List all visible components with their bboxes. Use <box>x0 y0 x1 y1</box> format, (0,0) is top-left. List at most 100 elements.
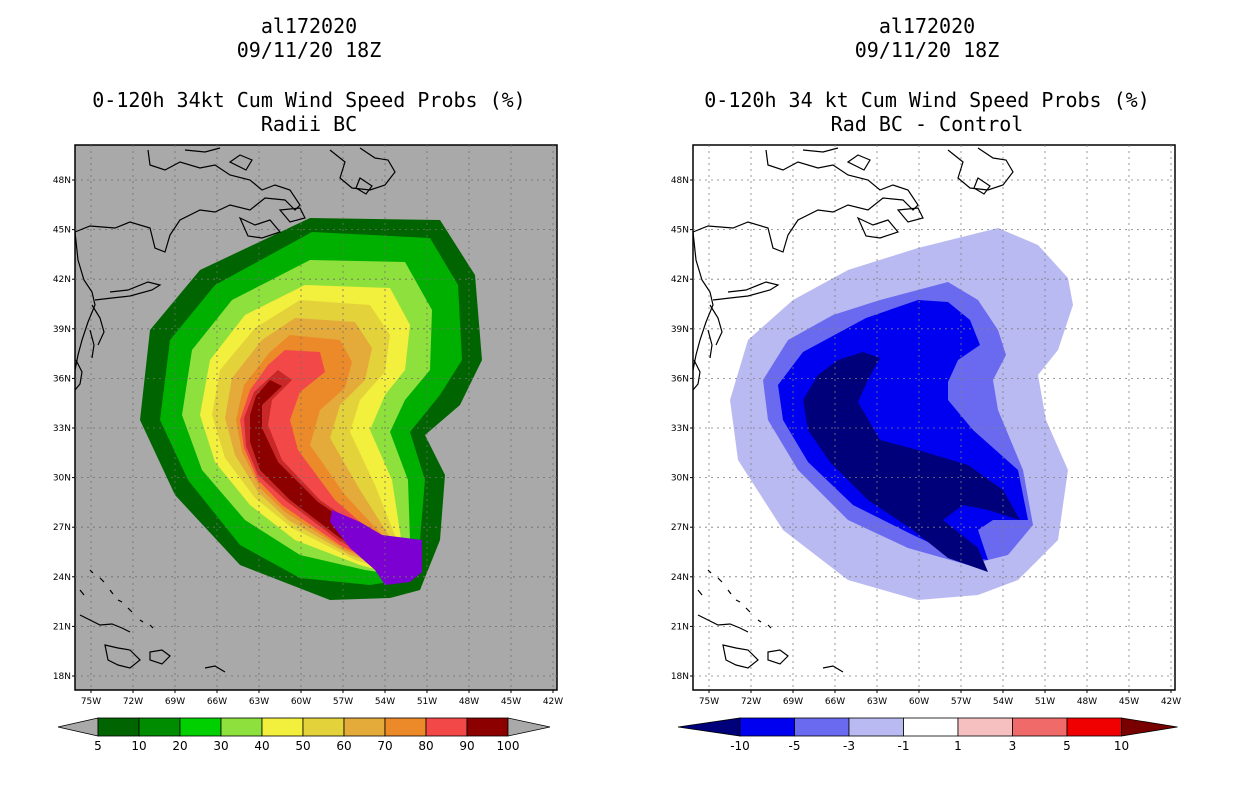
left-map-canvas: 48N 45N 42N 39N 36N 33N 30N 27N 24N 21N 18N 75W 72W 6… <box>53 144 563 753</box>
lat-tick-label: 21N <box>53 622 71 632</box>
colorbar-swatch <box>1012 717 1068 737</box>
colorbar-swatch <box>220 717 263 737</box>
colorbar-swatch <box>97 717 140 737</box>
colorbar-label: 60 <box>336 739 351 753</box>
lon-tick-label: 48W <box>1077 697 1097 707</box>
colorbar-under-triangle <box>57 717 99 737</box>
lat-tick-label: 45N <box>53 226 71 236</box>
colorbar-label: 5 <box>94 739 102 753</box>
colorbar-swatch <box>903 717 959 737</box>
lat-tick-label: 24N <box>53 573 71 583</box>
lon-tick-label: 69W <box>783 697 803 707</box>
colorbar-label: -1 <box>898 739 910 753</box>
colorbar-under-triangle <box>677 717 741 737</box>
lon-tick-label: 45W <box>1119 697 1139 707</box>
colorbar-swatch <box>466 717 509 737</box>
colorbar-label: 100 <box>497 739 520 753</box>
colorbar-label: 10 <box>131 739 146 753</box>
colorbar-label: 20 <box>172 739 187 753</box>
right-panel: 48N 45N 42N 39N 36N 33N 30N 27N 24N 21N 18N 75W 72W 6… <box>618 0 1236 800</box>
lat-tick-label: 30N <box>53 474 71 484</box>
lat-tick-label: 33N <box>671 424 689 434</box>
colorbar-over-triangle <box>507 717 551 737</box>
lon-tick-label: 51W <box>417 697 437 707</box>
lat-tick-label: 42N <box>53 275 71 285</box>
left-subtitle: Radii BC <box>260 112 358 136</box>
contour-70 <box>240 350 398 572</box>
lon-tick-label: 48W <box>459 697 479 707</box>
lat-tick-label: 36N <box>53 374 71 384</box>
colorbar-swatch <box>1066 717 1122 737</box>
colorbar-label: 90 <box>459 739 474 753</box>
right-colorbar: -10 -5 -3 -1 1 3 5 10 <box>677 717 1178 753</box>
lat-tick-label: 27N <box>671 523 689 533</box>
left-title-block: al172020 09/11/20 18Z 0-120h 34kt Cum Wi… <box>0 14 618 136</box>
lat-tick-label: 18N <box>671 672 689 682</box>
colorbar-label: -10 <box>730 739 750 753</box>
lon-tick-label: 72W <box>741 697 761 707</box>
lon-tick-label: 54W <box>993 697 1013 707</box>
colorbar-swatch <box>384 717 427 737</box>
left-probability-contours <box>140 218 482 600</box>
colorbar-over-triangle <box>1121 717 1178 737</box>
colorbar-swatch <box>179 717 222 737</box>
lon-tick-label: 60W <box>909 697 929 707</box>
right-subtitle: Rad BC - Control <box>830 112 1024 136</box>
lat-tick-label: 36N <box>671 374 689 384</box>
left-storm-id: al172020 <box>260 14 358 38</box>
lat-tick-label: 42N <box>671 275 689 285</box>
colorbar-swatch <box>848 717 904 737</box>
lat-tick-label: 30N <box>671 474 689 484</box>
lon-tick-label: 60W <box>291 697 311 707</box>
lat-tick-label: 33N <box>53 424 71 434</box>
colorbar-label: -5 <box>789 739 801 753</box>
lon-tick-label: 45W <box>501 697 521 707</box>
contour-100 <box>330 510 422 585</box>
left-coastlines <box>74 147 396 673</box>
lat-tick-label: 24N <box>671 573 689 583</box>
lon-tick-label: 42W <box>543 697 563 707</box>
lat-tick-label: 21N <box>671 622 689 632</box>
colorbar-label: 30 <box>213 739 228 753</box>
colorbar-swatch <box>302 717 345 737</box>
right-storm-id: al172020 <box>878 14 976 38</box>
right-coastlines <box>692 147 1014 673</box>
lat-tick-label: 27N <box>53 523 71 533</box>
right-title-block: al172020 09/11/20 18Z 0-120h 34 kt Cum W… <box>618 14 1236 136</box>
lon-tick-label: 54W <box>375 697 395 707</box>
colorbar-swatch <box>957 717 1013 737</box>
lon-tick-label: 57W <box>951 697 971 707</box>
colorbar-swatch <box>739 717 795 737</box>
colorbar-label: 1 <box>954 739 962 753</box>
lon-tick-label: 69W <box>165 697 185 707</box>
lon-tick-label: 66W <box>825 697 845 707</box>
left-panel: 48N 45N 42N 39N 36N 33N 30N 27N 24N 21N 18N 75W 72W 6… <box>0 14 618 753</box>
lat-tick-label: 39N <box>53 325 71 335</box>
lon-tick-label: 57W <box>333 697 353 707</box>
colorbar-label: -3 <box>843 739 855 753</box>
lon-tick-label: 66W <box>207 697 227 707</box>
colorbar-swatch <box>425 717 468 737</box>
right-datetime: 09/11/20 18Z <box>854 38 1000 62</box>
lon-tick-label: 63W <box>867 697 887 707</box>
left-axis-labels: 48N 45N 42N 39N 36N 33N 30N 27N 24N 21N 18N 75W 72W 6… <box>53 176 563 707</box>
lat-tick-label: 45N <box>671 226 689 236</box>
lon-tick-label: 63W <box>249 697 269 707</box>
colorbar-label: 70 <box>377 739 392 753</box>
colorbar-label: 10 <box>1114 739 1129 753</box>
lat-tick-label: 48N <box>53 176 71 186</box>
left-title: 0-120h 34kt Cum Wind Speed Probs (%) <box>92 88 526 112</box>
right-axis-labels: 48N 45N 42N 39N 36N 33N 30N 27N 24N 21N 18N 75W 72W 6… <box>671 176 1181 707</box>
colorbar-swatch <box>343 717 386 737</box>
right-map-canvas: 48N 45N 42N 39N 36N 33N 30N 27N 24N 21N 18N 75W 72W 6… <box>671 144 1181 753</box>
lon-tick-label: 72W <box>123 697 143 707</box>
colorbar-label: 40 <box>254 739 269 753</box>
colorbar-swatch <box>138 717 181 737</box>
lon-tick-label: 51W <box>1035 697 1055 707</box>
colorbar-label: 5 <box>1063 739 1071 753</box>
right-title: 0-120h 34 kt Cum Wind Speed Probs (%) <box>704 88 1150 112</box>
diff-minus-10 <box>803 352 1020 572</box>
lat-tick-label: 18N <box>53 672 71 682</box>
left-datetime: 09/11/20 18Z <box>236 38 382 62</box>
left-grid <box>75 145 557 690</box>
